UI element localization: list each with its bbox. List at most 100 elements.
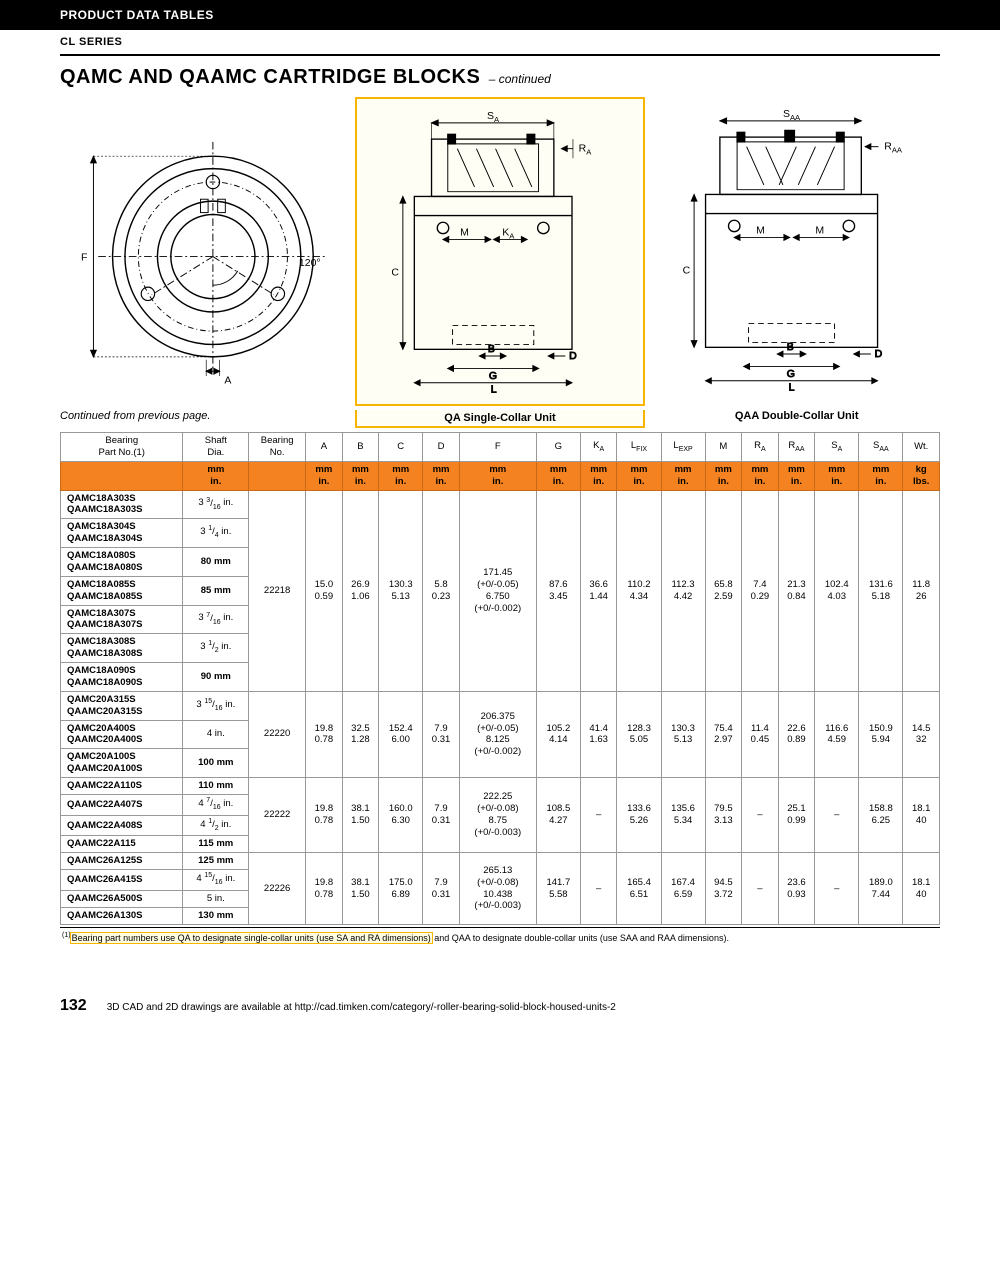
cell-shaft: 80 mm [183, 548, 249, 577]
svg-text:RAA: RAA [885, 141, 904, 155]
cell-partno: QAMC18A308SQAAMC18A308S [61, 634, 183, 663]
cell-value: 23.60.93 [778, 853, 815, 924]
page-title: QAMC AND QAAMC CARTRIDGE BLOCKS [60, 66, 480, 88]
cell-shaft: 3 15/16 in. [183, 691, 249, 720]
cell-partno: QAAMC22A408S [61, 815, 183, 836]
cell-shaft: 3 7/16 in. [183, 605, 249, 634]
col-header: A [306, 433, 343, 462]
table-row: QAMC18A303SQAAMC18A303S3 3/16 in.2221815… [61, 490, 940, 519]
cell-value: 14.532 [903, 691, 940, 777]
cell-partno: QAMC20A315SQAAMC20A315S [61, 691, 183, 720]
svg-text:RA: RA [578, 143, 592, 157]
cell-shaft: 4 in. [183, 720, 249, 749]
cell-value: 133.65.26 [617, 778, 661, 853]
cell-value: 26.91.06 [342, 490, 379, 691]
table-body: QAMC18A303SQAAMC18A303S3 3/16 in.2221815… [61, 490, 940, 924]
cell-value: 135.65.34 [661, 778, 705, 853]
cell-value: 7.40.29 [742, 490, 779, 691]
cell-shaft: 3 1/2 in. [183, 634, 249, 663]
cell-value: 265.13(+0/-0.08)10.438(+0/-0.003) [459, 853, 536, 924]
cell-shaft: 4 7/16 in. [183, 794, 249, 815]
col-unit: mmin. [742, 461, 779, 490]
cell-value: 18.140 [903, 778, 940, 853]
cell-value: 87.63.45 [536, 490, 580, 691]
cell-value: 175.06.89 [379, 853, 423, 924]
svg-text:M: M [816, 225, 825, 237]
col-header: BearingNo. [249, 433, 306, 462]
cell-partno: QAMC18A304SQAAMC18A304S [61, 519, 183, 548]
col-unit: mmin. [342, 461, 379, 490]
header-bar: PRODUCT DATA TABLES [0, 0, 1000, 30]
col-unit: mmin. [183, 461, 249, 490]
col-header: C [379, 433, 423, 462]
cell-shaft: 110 mm [183, 778, 249, 795]
page-number: 132 [60, 997, 87, 1015]
caption-row: Continued from previous page. QA Single-… [60, 410, 940, 428]
cell-shaft: 85 mm [183, 576, 249, 605]
cell-bearingno: 22222 [249, 778, 306, 853]
cell-partno: QAAMC22A115 [61, 836, 183, 853]
svg-text:SAA: SAA [783, 108, 801, 122]
cell-value: 165.46.51 [617, 853, 661, 924]
cell-value: 19.80.78 [306, 778, 343, 853]
svg-text:M: M [757, 225, 766, 237]
cell-value: – [580, 778, 617, 853]
dim-F: F [81, 251, 87, 263]
col-header: BearingPart No.(1) [61, 433, 183, 462]
col-header: SAA [859, 433, 903, 462]
cell-bearingno: 22220 [249, 691, 306, 777]
caption-qa: QA Single-Collar Unit [355, 410, 646, 428]
cell-value: 25.10.99 [778, 778, 815, 853]
cell-value: 189.07.44 [859, 853, 903, 924]
cell-bearingno: 22226 [249, 853, 306, 924]
cell-value: 141.75.58 [536, 853, 580, 924]
cell-value: – [815, 853, 859, 924]
cell-value: 108.54.27 [536, 778, 580, 853]
col-header: F [459, 433, 536, 462]
diagram-row: F 120° A [60, 97, 940, 406]
cell-value: 65.82.59 [705, 490, 742, 691]
col-unit [61, 461, 183, 490]
col-unit: kglbs. [903, 461, 940, 490]
cell-shaft: 115 mm [183, 836, 249, 853]
svg-text:C: C [391, 267, 399, 279]
cell-value: 158.86.25 [859, 778, 903, 853]
svg-text:B: B [488, 343, 495, 355]
cell-value: 116.64.59 [815, 691, 859, 777]
col-unit: mmin. [306, 461, 343, 490]
dim-A: A [224, 375, 231, 387]
cell-partno: QAMC18A085SQAAMC18A085S [61, 576, 183, 605]
cell-value: 38.11.50 [342, 853, 379, 924]
series-label: CL SERIES [0, 30, 1000, 54]
table-head: BearingPart No.(1)ShaftDia.BearingNo.ABC… [61, 433, 940, 491]
cell-partno: QAAMC22A407S [61, 794, 183, 815]
diagram-front: F 120° A [60, 97, 347, 406]
col-unit: mmin. [423, 461, 460, 490]
svg-text:L: L [490, 383, 496, 395]
cell-shaft: 125 mm [183, 853, 249, 870]
cell-value: – [580, 853, 617, 924]
cell-value: 160.06.30 [379, 778, 423, 853]
svg-text:SA: SA [487, 110, 500, 124]
cell-shaft: 130 mm [183, 907, 249, 924]
col-unit [249, 461, 306, 490]
col-unit: mmin. [661, 461, 705, 490]
col-header: Wt. [903, 433, 940, 462]
cell-partno: QAMC18A303SQAAMC18A303S [61, 490, 183, 519]
col-header: M [705, 433, 742, 462]
cell-partno: QAMC20A100SQAAMC20A100S [61, 749, 183, 778]
cell-value: 128.35.05 [617, 691, 661, 777]
cell-shaft: 3 1/4 in. [183, 519, 249, 548]
col-unit: mmin. [617, 461, 661, 490]
cell-value: 7.90.31 [423, 853, 460, 924]
cell-value: 7.90.31 [423, 778, 460, 853]
cell-partno: QAAMC26A125S [61, 853, 183, 870]
svg-text:KA: KA [502, 227, 515, 241]
cell-partno: QAMC18A080SQAAMC18A080S [61, 548, 183, 577]
cell-partno: QAAMC26A415S [61, 870, 183, 891]
cell-shaft: 3 3/16 in. [183, 490, 249, 519]
cell-shaft: 4 1/2 in. [183, 815, 249, 836]
cell-value: 38.11.50 [342, 778, 379, 853]
cell-value: – [742, 778, 779, 853]
col-unit: mmin. [815, 461, 859, 490]
